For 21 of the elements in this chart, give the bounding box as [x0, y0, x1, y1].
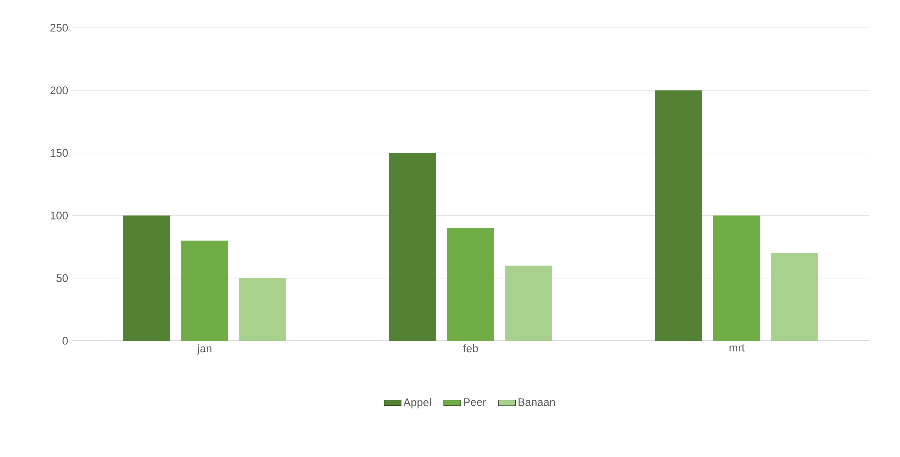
legend-label: Appel: [404, 398, 432, 409]
legend-label: Banaan: [518, 398, 556, 406]
y-tick-label: 250: [50, 24, 68, 32]
bar: [506, 266, 552, 341]
y-tick-label: 100: [50, 212, 68, 220]
bar: [448, 228, 494, 341]
bar: [182, 240, 229, 341]
bar: [390, 153, 437, 341]
bar: [240, 278, 287, 341]
bar: [713, 216, 760, 341]
y-tick-label: 200: [50, 86, 68, 94]
y-tick-label: 50: [56, 274, 68, 282]
x-tick-label: jan: [197, 344, 212, 355]
bar: [656, 90, 702, 341]
bar: [124, 216, 171, 341]
x-tick-label: feb: [464, 344, 478, 353]
y-tick-label: 0: [62, 337, 68, 345]
x-tick-label: mrt: [730, 344, 745, 352]
y-tick-label: 150: [50, 149, 68, 158]
bar: [771, 253, 818, 341]
legend-label: Peer: [464, 398, 486, 406]
